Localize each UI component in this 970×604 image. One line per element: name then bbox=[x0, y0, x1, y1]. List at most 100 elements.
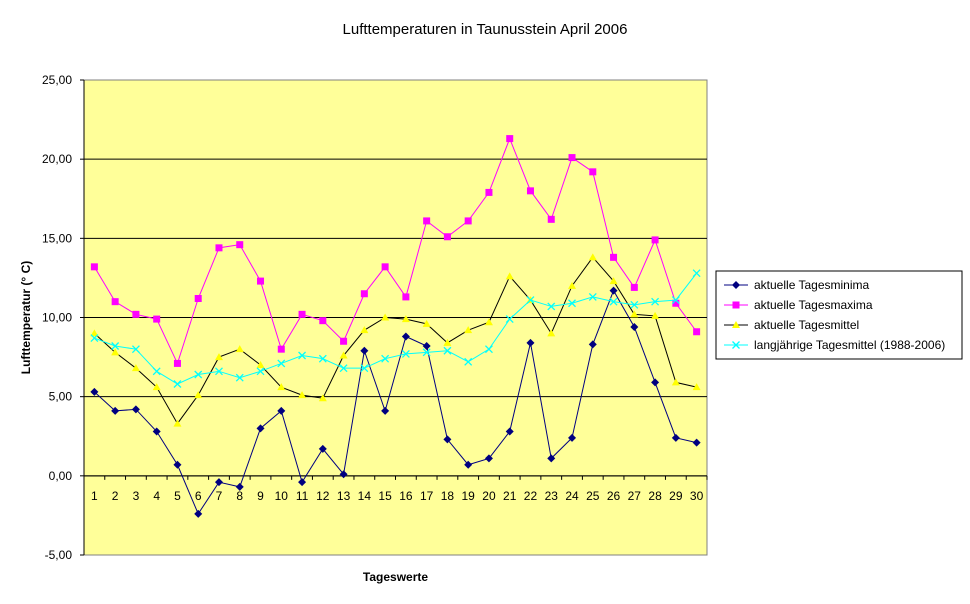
data-point bbox=[235, 373, 244, 382]
data-point bbox=[277, 345, 285, 353]
data-point bbox=[298, 391, 307, 399]
x-tick-label: 18 bbox=[441, 489, 455, 503]
marker-stroke bbox=[215, 367, 223, 376]
marker-stroke bbox=[318, 354, 327, 363]
data-point bbox=[547, 329, 556, 337]
y-tick-label: 5,00 bbox=[49, 390, 73, 404]
x-tick-label: 9 bbox=[257, 489, 264, 503]
data-point bbox=[589, 168, 597, 176]
data-point bbox=[692, 269, 701, 278]
x-tick-label: 11 bbox=[296, 489, 309, 503]
data-point bbox=[401, 332, 410, 341]
x-tick-label: 12 bbox=[316, 489, 330, 503]
data-point bbox=[651, 236, 659, 244]
data-point bbox=[215, 367, 223, 376]
data-point bbox=[484, 318, 493, 326]
marker-stroke bbox=[422, 348, 431, 357]
y-tick-label: 20,00 bbox=[42, 152, 72, 166]
data-point bbox=[484, 454, 493, 463]
data-point bbox=[588, 340, 597, 349]
x-tick-label: 14 bbox=[358, 489, 372, 503]
data-point bbox=[547, 454, 556, 463]
data-point bbox=[588, 292, 597, 301]
data-point bbox=[381, 354, 390, 363]
x-axis-ticks: 1 2 3 4 5 6 7 8 9 10 11 12 13 14 15 16 17 18 19 20 21 22 23 24 2… bbox=[83, 475, 708, 503]
data-point bbox=[484, 345, 493, 354]
data-point bbox=[610, 253, 618, 261]
x-tick-label: 10 bbox=[275, 489, 289, 503]
data-point bbox=[194, 370, 203, 379]
data-point bbox=[90, 329, 99, 337]
x-tick-label: 25 bbox=[586, 489, 600, 503]
marker-stroke bbox=[339, 364, 348, 373]
data-point bbox=[630, 310, 639, 318]
data-point bbox=[256, 361, 265, 368]
marker-stroke bbox=[298, 351, 307, 360]
y-tick-label: 0,00 bbox=[49, 469, 73, 483]
data-point bbox=[173, 359, 181, 367]
series-1 bbox=[90, 286, 701, 518]
data-point bbox=[318, 444, 327, 453]
y-axis-label: Lufttemperatur (° C) bbox=[19, 261, 33, 374]
legend-marker bbox=[732, 301, 740, 309]
marker-stroke bbox=[484, 345, 493, 354]
x-tick-label: 28 bbox=[648, 489, 662, 503]
data-point bbox=[173, 460, 182, 469]
x-tick-label: 16 bbox=[399, 489, 413, 503]
legend-box bbox=[715, 270, 963, 360]
series-2 bbox=[90, 135, 701, 367]
data-point bbox=[423, 217, 431, 225]
data-point bbox=[568, 433, 577, 442]
data-point bbox=[90, 263, 98, 271]
data-point bbox=[152, 367, 161, 376]
data-point bbox=[298, 351, 307, 360]
data-point bbox=[692, 383, 701, 391]
marker-stroke bbox=[152, 367, 161, 376]
marker-stroke bbox=[588, 292, 597, 301]
x-tick-label: 4 bbox=[153, 489, 160, 503]
data-point bbox=[651, 311, 660, 319]
data-point bbox=[381, 313, 390, 321]
data-point bbox=[214, 478, 223, 487]
data-point bbox=[277, 406, 286, 415]
data-point bbox=[111, 406, 120, 415]
marker-stroke bbox=[609, 297, 618, 306]
x-tick-label: 21 bbox=[503, 489, 517, 503]
data-point bbox=[340, 337, 348, 345]
data-point bbox=[651, 378, 660, 387]
data-point bbox=[339, 351, 348, 359]
data-point bbox=[194, 295, 202, 302]
marker-stroke bbox=[526, 296, 535, 305]
data-point bbox=[401, 315, 410, 323]
data-point bbox=[464, 357, 473, 366]
data-point bbox=[360, 346, 369, 355]
data-point bbox=[568, 154, 576, 162]
data-point bbox=[630, 323, 639, 331]
x-tick-label: 22 bbox=[524, 489, 538, 503]
legend-label: langjährige Tagesmittel (1988-2006) bbox=[754, 338, 945, 352]
data-point bbox=[671, 296, 680, 305]
data-point bbox=[568, 281, 577, 289]
data-point bbox=[422, 319, 431, 327]
data-point bbox=[422, 342, 431, 350]
data-point bbox=[693, 328, 701, 336]
data-point bbox=[257, 277, 265, 285]
data-point bbox=[443, 346, 452, 355]
marker-stroke bbox=[547, 302, 556, 311]
data-point bbox=[131, 405, 140, 414]
data-point bbox=[609, 297, 618, 306]
legend-item: langjährige Tagesmittel (1988-2006) bbox=[724, 338, 945, 352]
x-tick-label: 23 bbox=[545, 489, 559, 503]
data-point bbox=[526, 338, 535, 347]
legend-marker bbox=[732, 341, 740, 349]
data-point bbox=[319, 317, 327, 325]
data-point bbox=[443, 435, 452, 444]
legend-marker bbox=[732, 321, 740, 328]
series-4 bbox=[90, 269, 701, 388]
marker-stroke bbox=[651, 297, 660, 306]
marker-stroke bbox=[256, 367, 265, 376]
x-tick-label: 19 bbox=[462, 489, 476, 503]
series-line bbox=[93, 137, 698, 365]
data-point bbox=[256, 424, 265, 433]
